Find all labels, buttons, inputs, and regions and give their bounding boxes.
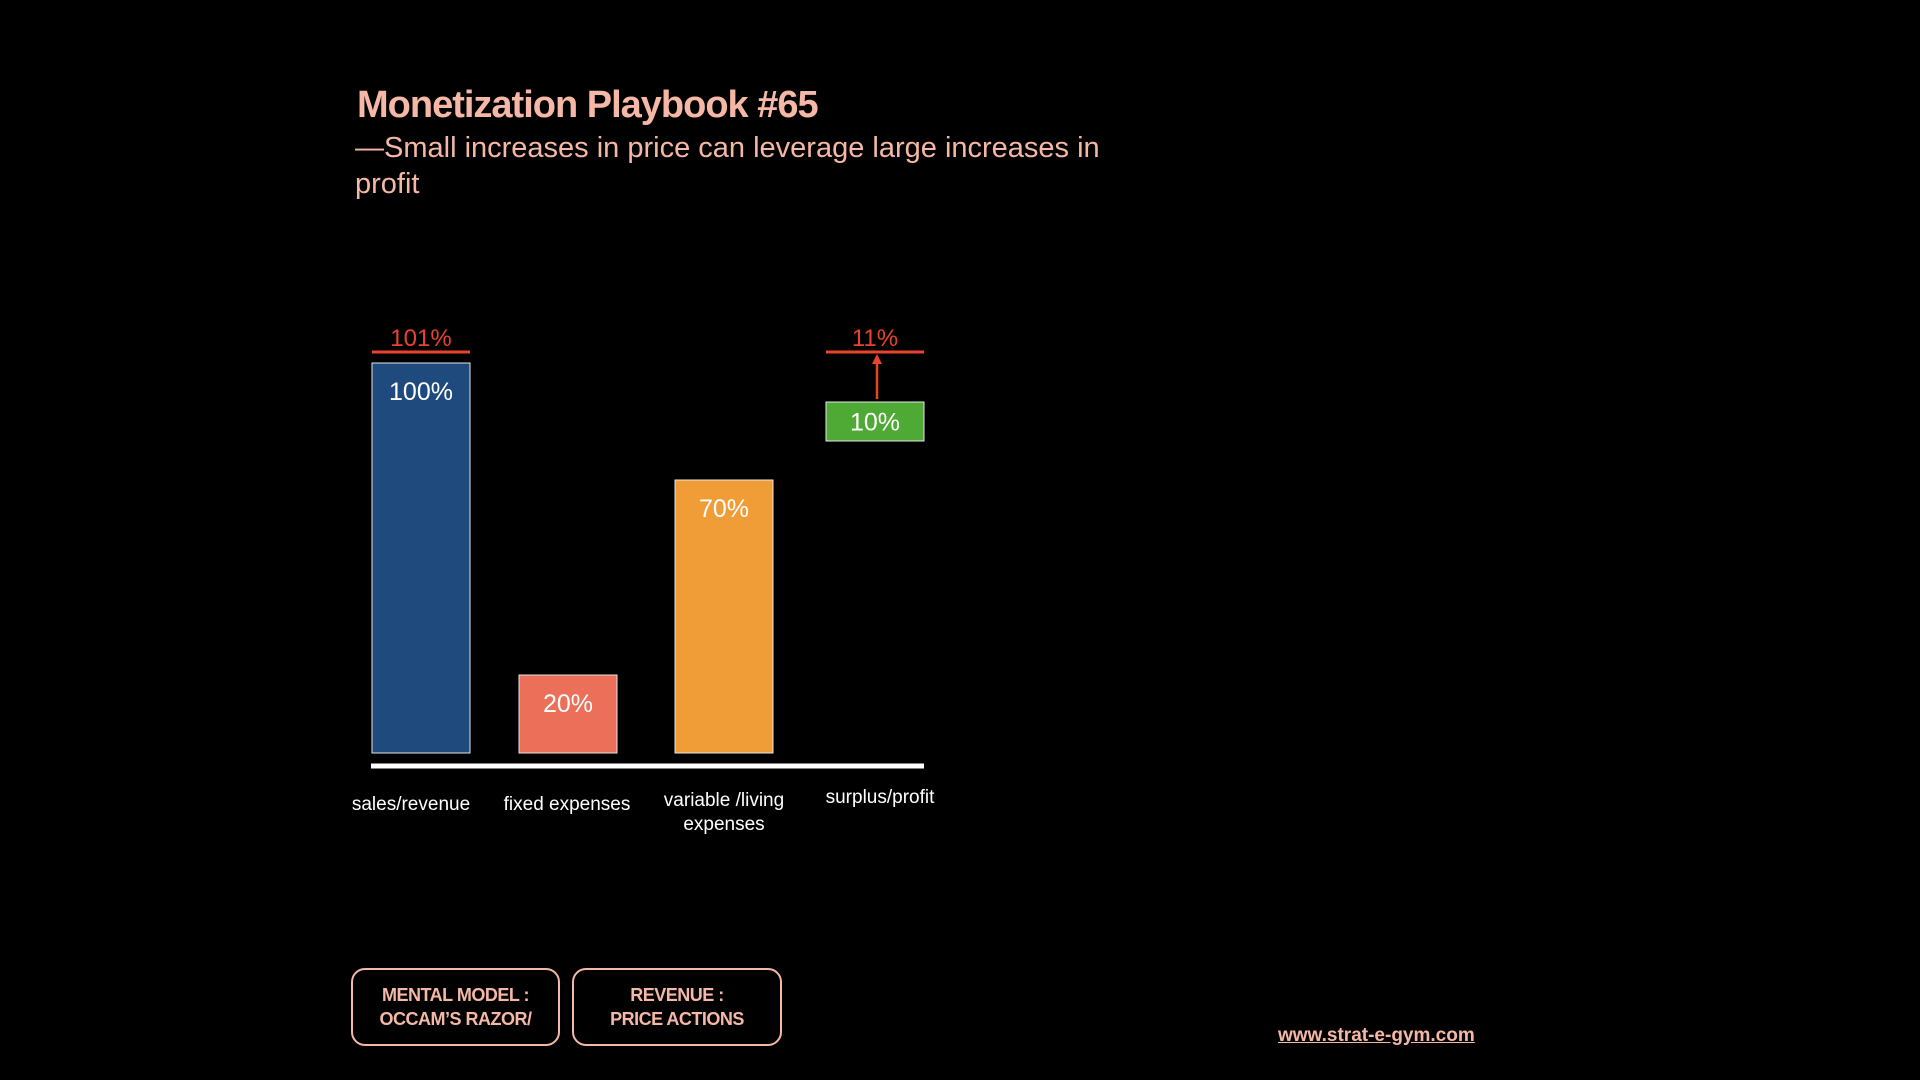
bar-value-label-1: 20% <box>543 690 593 718</box>
category-label-2: variable /living expenses <box>664 790 784 835</box>
revenue-tag[interactable]: REVENUE : PRICE ACTIONS <box>572 968 782 1046</box>
bar-0 <box>371 362 471 754</box>
bar-3 <box>825 401 925 442</box>
category-label-3: surplus/profit <box>826 787 935 808</box>
category-label-0: sales/revenue <box>352 794 470 815</box>
bar-value-label-2: 70% <box>699 495 749 523</box>
target-label-1: 11% <box>852 325 898 352</box>
target-label-0: 101% <box>390 325 451 352</box>
bar-value-label-0: 100% <box>389 378 453 406</box>
category-label-1: fixed expenses <box>504 794 631 815</box>
bar-2 <box>674 479 774 754</box>
mental-model-tag[interactable]: MENTAL MODEL : OCCAM’S RAZOR/ <box>351 968 560 1046</box>
page-subtitle: —Small increases in price can leverage l… <box>355 132 1100 200</box>
page-title: Monetization Playbook #65 <box>357 84 819 126</box>
bar-1 <box>518 674 618 754</box>
website-link[interactable]: www.strat-e-gym.com <box>1278 1025 1475 1046</box>
arrow-up-icon <box>872 354 882 364</box>
bar-value-label-3: 10% <box>850 409 900 437</box>
